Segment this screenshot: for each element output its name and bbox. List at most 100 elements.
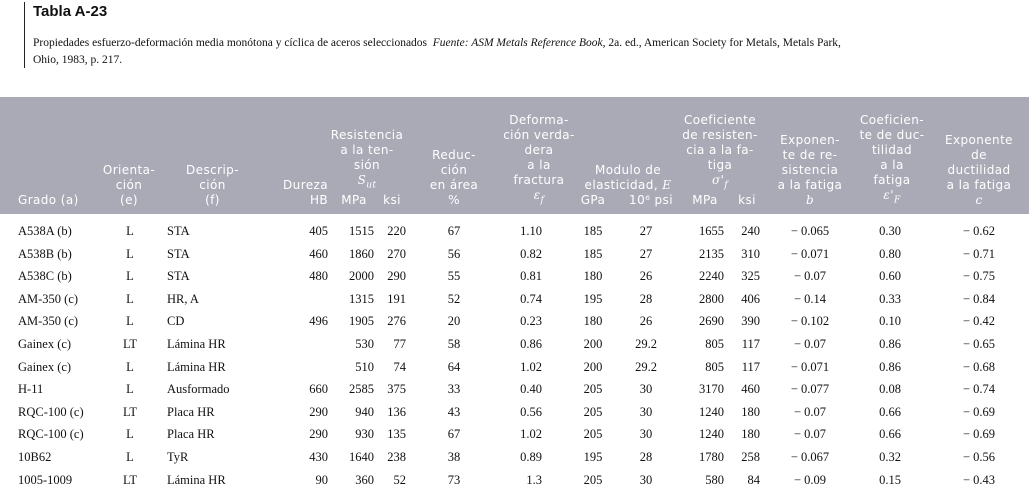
cell-dureza: 290 [309,404,328,419]
header-line: Modulo de [594,163,661,177]
cell-mpa: 360 [355,472,374,487]
cell-cmpa: 2240 [699,269,724,284]
cell-psi: 29.2 [635,359,657,374]
cell-gpa: 205 [583,472,603,487]
header-line: σ'f [711,172,729,190]
header-line: Sut [357,172,377,190]
cell-psi: 30 [639,427,653,442]
header-coef-res: Coeficiente de resisten-cia a la fa-tiga σ… [672,113,768,193]
cell-deform: 0.86 [520,337,542,351]
cell-orient: L [126,427,134,442]
cell-cmpa: 805 [705,337,724,351]
header-line: Coeficiente [683,112,757,127]
cell-b: − 0.07 [793,337,827,351]
cell-mpa: 940 [355,404,374,419]
cell-deform: 1.02 [520,359,542,374]
header-line: a la fatiga [946,178,1012,192]
header-line: tiga [707,157,733,172]
header-line: (e) [120,193,138,207]
cell-gpa: 205 [583,404,603,419]
cell-cmpa: 3170 [699,382,724,397]
header-line: a la fatiga [777,178,843,192]
cell-psi: 28 [639,450,653,464]
cell-cksi: 180 [741,404,760,419]
table-row: RQC-100 (c) LT Placa HR 290 940 136 43 0.56 205 3… [0,401,1029,423]
header-line: a la [880,157,904,172]
cell-ksi: 136 [387,404,406,419]
cell-deform: 0.82 [520,246,542,261]
cell-c: − 0.74 [962,382,996,397]
header-line: Reduc- [432,148,476,162]
cell-ksi: 135 [387,427,406,442]
cell-ef: 0.30 [879,224,901,238]
cell-ef: 0.60 [879,269,901,284]
cell-ksi: 276 [387,314,406,329]
cell-dureza: 430 [309,450,328,464]
table-row: 1005-1009 LT Lámina HR 90 360 52 73 1.3 205 30 580… [0,469,1029,491]
cell-c: − 0.42 [962,314,996,329]
cell-descrip: Lámina HR [167,359,226,374]
cell-ksi: 238 [387,450,406,464]
header-line: fractura [513,172,565,187]
cell-grado: 1005-1009 [18,472,73,487]
cell-c: − 0.84 [962,291,996,306]
cell-b: − 0.071 [790,359,830,374]
table-caption: Propiedades esfuerzo-deformación media m… [33,35,993,69]
header-line: 10⁶ psi [629,193,673,207]
cell-cmpa: 2800 [699,291,724,306]
header-line: ductilidad [947,163,1011,177]
cell-gpa: 200 [583,359,603,374]
caption-text: Propiedades esfuerzo-deformación media m… [33,37,428,49]
cell-cmpa: 1240 [699,404,724,419]
cell-reduc: 52 [447,291,461,306]
header-line: MPa [692,193,718,207]
header-deform: Deforma-ción verda-dera a la fractura εf [494,113,584,208]
header-line: Resistencia [330,127,404,142]
header-line: en área [429,178,479,192]
cell-mpa: 930 [355,427,374,442]
header-descrip: Descrip-ción (f) [170,163,255,208]
cell-mpa: 1640 [349,450,374,464]
header-mpa2: MPa [683,193,727,208]
cell-b: − 0.14 [793,291,827,306]
cell-deform: 1.3 [526,472,542,487]
header-ksi: ksi [376,193,408,208]
cell-gpa: 185 [583,246,603,261]
cell-grado: Gainex (c) [18,337,72,351]
cell-orient: LT [122,472,138,487]
header-coef-duct: Coeficien-te de duc-tilidad a la fatiga ε'F [848,113,936,208]
cell-grado: Gainex (c) [18,359,72,374]
header-line: ción [199,178,226,192]
cell-ef: 0.33 [879,291,901,306]
header-line: te de re- [782,148,838,162]
caption-source-rest: 2a. ed., American Society for Metals, Me… [605,37,841,49]
cell-reduc: 58 [447,337,461,351]
cell-b: − 0.09 [793,472,827,487]
cell-grado: AM-350 (c) [18,291,79,306]
cell-reduc: 56 [447,246,461,261]
header-resist: Resistencia a la ten-sión Sut [318,128,416,193]
header-line: b [805,193,815,207]
cell-descrip: Lámina HR [167,472,226,487]
cell-descrip: HR, A [167,291,199,306]
header-line: Coeficien- [860,112,924,127]
cell-c: − 0.69 [962,427,996,442]
cell-orient: L [126,314,134,329]
cell-orient: LT [122,404,138,419]
header-line: Exponente [945,133,1013,147]
header-line: te de duc- [859,127,925,142]
table-header: Grado (a) Orienta-ción (e) Descrip-ción (f) D… [0,97,1029,214]
cell-reduc: 55 [447,269,461,284]
cell-psi: 27 [639,224,653,238]
cell-ksi: 74 [393,359,407,374]
cell-deform: 0.23 [520,314,542,329]
cell-psi: 26 [639,314,653,329]
cell-cksi: 310 [741,246,760,261]
cell-dureza: 290 [309,427,328,442]
cell-mpa: 1860 [349,246,374,261]
cell-ksi: 290 [387,269,406,284]
cell-orient: LT [122,337,138,351]
cell-ef: 0.10 [879,314,901,329]
header-line: ksi [738,193,756,207]
cell-psi: 29.2 [635,337,657,351]
